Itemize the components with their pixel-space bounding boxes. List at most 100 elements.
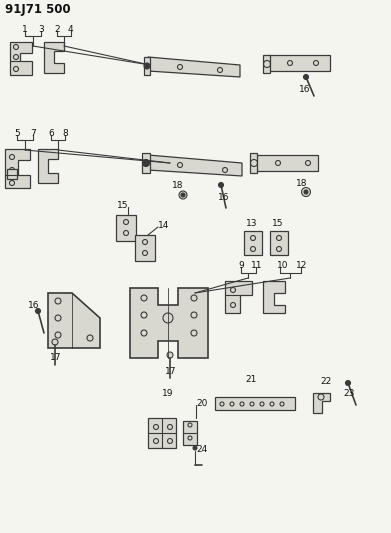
Text: 1: 1: [22, 25, 28, 34]
Polygon shape: [263, 281, 285, 313]
Text: 8: 8: [62, 128, 68, 138]
Text: 22: 22: [320, 376, 331, 385]
Text: 16: 16: [299, 85, 310, 93]
Circle shape: [303, 75, 308, 79]
Circle shape: [14, 44, 18, 50]
Circle shape: [188, 423, 192, 427]
Text: 18: 18: [296, 179, 307, 188]
Text: 17: 17: [165, 367, 176, 376]
Circle shape: [314, 61, 319, 66]
Circle shape: [276, 236, 282, 240]
Text: 16: 16: [218, 192, 230, 201]
Circle shape: [231, 287, 235, 293]
Circle shape: [270, 402, 274, 406]
Circle shape: [55, 332, 61, 338]
Circle shape: [181, 193, 185, 197]
Polygon shape: [38, 149, 58, 183]
Circle shape: [219, 182, 224, 188]
Bar: [148, 418, 176, 448]
Text: 6: 6: [48, 128, 54, 138]
Bar: [270, 231, 288, 255]
Circle shape: [124, 230, 129, 236]
Polygon shape: [10, 42, 32, 75]
Circle shape: [220, 402, 224, 406]
Text: 16: 16: [28, 301, 39, 310]
Circle shape: [191, 330, 197, 336]
Text: 4: 4: [68, 25, 74, 34]
Bar: [263, 55, 270, 73]
Circle shape: [9, 155, 14, 159]
Bar: [244, 231, 262, 255]
Circle shape: [231, 303, 235, 308]
Polygon shape: [255, 155, 318, 171]
Circle shape: [179, 191, 187, 199]
Circle shape: [250, 402, 254, 406]
Text: 15: 15: [117, 200, 129, 209]
Circle shape: [260, 402, 264, 406]
Circle shape: [217, 68, 222, 72]
Circle shape: [240, 402, 244, 406]
Text: 11: 11: [251, 261, 262, 270]
Polygon shape: [130, 288, 208, 358]
Circle shape: [346, 381, 350, 385]
Circle shape: [167, 352, 173, 358]
Polygon shape: [313, 393, 330, 413]
Bar: [142, 153, 150, 173]
Bar: [250, 153, 257, 173]
Circle shape: [222, 167, 228, 173]
Circle shape: [178, 163, 183, 167]
Polygon shape: [148, 155, 242, 176]
Circle shape: [167, 439, 172, 443]
Circle shape: [301, 188, 310, 197]
Circle shape: [55, 298, 61, 304]
Bar: [215, 397, 295, 410]
Text: 5: 5: [14, 128, 20, 138]
Text: 24: 24: [196, 446, 207, 455]
Circle shape: [188, 436, 192, 440]
Circle shape: [9, 167, 14, 173]
Circle shape: [141, 312, 147, 318]
Polygon shape: [48, 293, 100, 348]
Circle shape: [287, 61, 292, 66]
Circle shape: [191, 295, 197, 301]
Circle shape: [251, 246, 255, 252]
Text: 20: 20: [196, 399, 207, 408]
Circle shape: [280, 402, 284, 406]
Text: 18: 18: [172, 181, 183, 190]
Text: 10: 10: [277, 261, 289, 270]
Circle shape: [142, 239, 147, 245]
Bar: [7, 169, 17, 179]
Text: 23: 23: [343, 389, 354, 398]
Bar: [144, 57, 150, 75]
Circle shape: [14, 54, 18, 60]
Circle shape: [193, 446, 197, 450]
Circle shape: [154, 439, 158, 443]
Circle shape: [276, 160, 280, 166]
Circle shape: [154, 424, 158, 430]
Polygon shape: [225, 281, 252, 313]
Bar: [135, 235, 155, 261]
Polygon shape: [5, 149, 30, 188]
Circle shape: [304, 190, 308, 194]
Bar: [116, 215, 136, 241]
Text: 12: 12: [296, 261, 307, 270]
Circle shape: [276, 246, 282, 252]
Circle shape: [191, 312, 197, 318]
Text: 14: 14: [158, 221, 169, 230]
Text: 19: 19: [162, 389, 174, 398]
Circle shape: [251, 236, 255, 240]
Bar: [183, 421, 197, 445]
Text: 17: 17: [50, 353, 61, 362]
Text: 3: 3: [38, 25, 44, 34]
Circle shape: [9, 181, 14, 185]
Text: 15: 15: [272, 219, 283, 228]
Circle shape: [142, 251, 147, 255]
Text: 21: 21: [245, 376, 256, 384]
Text: 91J71 500: 91J71 500: [5, 3, 71, 15]
Circle shape: [141, 330, 147, 336]
Polygon shape: [268, 55, 330, 71]
Circle shape: [163, 313, 173, 323]
Text: 13: 13: [246, 219, 258, 228]
Text: 7: 7: [30, 128, 36, 138]
Polygon shape: [148, 57, 240, 77]
